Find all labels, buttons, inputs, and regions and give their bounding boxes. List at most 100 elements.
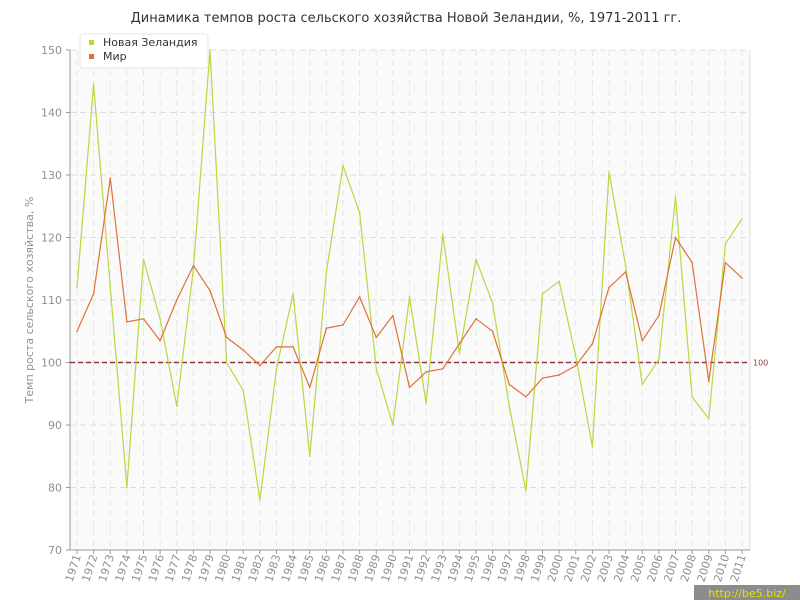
- data-point: [574, 364, 577, 367]
- data-point: [109, 177, 112, 179]
- data-point: [525, 489, 527, 492]
- data-point: [541, 292, 544, 295]
- data-point: [225, 336, 228, 339]
- data-point: [259, 499, 261, 501]
- data-point: [707, 380, 710, 383]
- data-point: [259, 364, 261, 367]
- data-point: [126, 321, 128, 323]
- data-point: [192, 264, 195, 267]
- data-point: [325, 327, 328, 329]
- data-point: [76, 286, 78, 289]
- data-point: [275, 346, 278, 348]
- data-point: [541, 377, 544, 379]
- y-tick-label: 150: [41, 44, 62, 57]
- data-point: [192, 267, 195, 270]
- data-point: [76, 330, 78, 333]
- data-point: [159, 339, 161, 342]
- legend-label: Новая Зеландия: [103, 36, 198, 49]
- data-point: [375, 367, 378, 370]
- data-point: [375, 336, 378, 339]
- data-point: [624, 271, 627, 273]
- data-point: [358, 296, 361, 298]
- data-point: [392, 424, 394, 426]
- data-point: [724, 261, 727, 264]
- data-point: [142, 317, 145, 320]
- data-point: [458, 352, 461, 354]
- data-point: [126, 486, 128, 489]
- data-point: [475, 317, 477, 320]
- y-axis: 70 80 90 100 110 120 130 140 150: [41, 44, 71, 557]
- data-point: [92, 83, 95, 86]
- legend-marker: [89, 40, 94, 45]
- data-point: [292, 346, 294, 348]
- data-point: [558, 280, 560, 283]
- data-point: [408, 386, 411, 389]
- data-point: [325, 271, 328, 273]
- data-point: [109, 286, 112, 289]
- watermark-link[interactable]: http://be5.biz/: [708, 587, 786, 600]
- series-lines: [76, 49, 743, 501]
- data-point: [425, 402, 427, 404]
- data-point: [175, 405, 178, 408]
- x-axis: 1971197219731974197519761977197819791980…: [63, 549, 750, 584]
- reference-line-label: 100: [753, 359, 768, 368]
- data-point: [508, 405, 511, 408]
- data-point: [175, 299, 178, 301]
- data-point: [142, 258, 145, 261]
- grid-lines: [70, 49, 751, 550]
- legend-item[interactable]: Мир: [89, 50, 127, 63]
- data-point: [741, 217, 743, 220]
- data-point: [608, 171, 610, 173]
- legend-label: Мир: [103, 50, 127, 63]
- data-point: [641, 383, 644, 386]
- data-point: [641, 339, 644, 342]
- data-point: [608, 286, 610, 289]
- data-point: [741, 277, 743, 279]
- data-point: [242, 389, 245, 392]
- data-point: [425, 371, 427, 373]
- data-point: [674, 236, 677, 239]
- data-point: [159, 317, 161, 320]
- data-point: [591, 446, 594, 448]
- y-tick-label: 100: [41, 357, 62, 370]
- data-point: [342, 164, 344, 167]
- data-point: [392, 314, 394, 317]
- y-tick-label: 110: [41, 294, 62, 307]
- data-point: [92, 292, 95, 295]
- data-point: [209, 289, 211, 292]
- y-axis-label: Темп роста сельского хозяйства, %: [23, 197, 36, 405]
- data-point: [658, 358, 660, 361]
- data-point: [574, 355, 577, 358]
- data-point: [491, 330, 494, 333]
- data-point: [242, 349, 245, 351]
- data-point: [691, 396, 693, 398]
- reference-line-100: 100: [70, 359, 768, 368]
- data-point: [441, 367, 444, 370]
- data-point: [209, 49, 211, 51]
- data-point: [691, 261, 693, 264]
- legend-item[interactable]: Новая Зеландия: [89, 36, 198, 49]
- y-tick-label: 80: [48, 482, 62, 495]
- data-point: [491, 302, 494, 304]
- y-tick-label: 90: [48, 419, 62, 432]
- data-point: [475, 258, 477, 261]
- data-point: [707, 417, 710, 420]
- y-tick-label: 140: [41, 107, 62, 120]
- data-point: [624, 264, 627, 267]
- data-point: [558, 374, 560, 376]
- data-point: [292, 292, 294, 295]
- data-point: [441, 233, 444, 236]
- chart-title: Динамика темпов роста сельского хозяйств…: [131, 11, 682, 26]
- y-tick-label: 120: [41, 232, 62, 245]
- watermark[interactable]: http://be5.biz/: [694, 585, 800, 600]
- data-point: [724, 242, 727, 245]
- data-point: [275, 367, 278, 370]
- data-point: [308, 455, 311, 458]
- data-point: [225, 361, 228, 364]
- legend-marker: [89, 54, 94, 59]
- data-point: [358, 211, 361, 214]
- data-point: [408, 296, 411, 298]
- legend-box: [79, 33, 209, 69]
